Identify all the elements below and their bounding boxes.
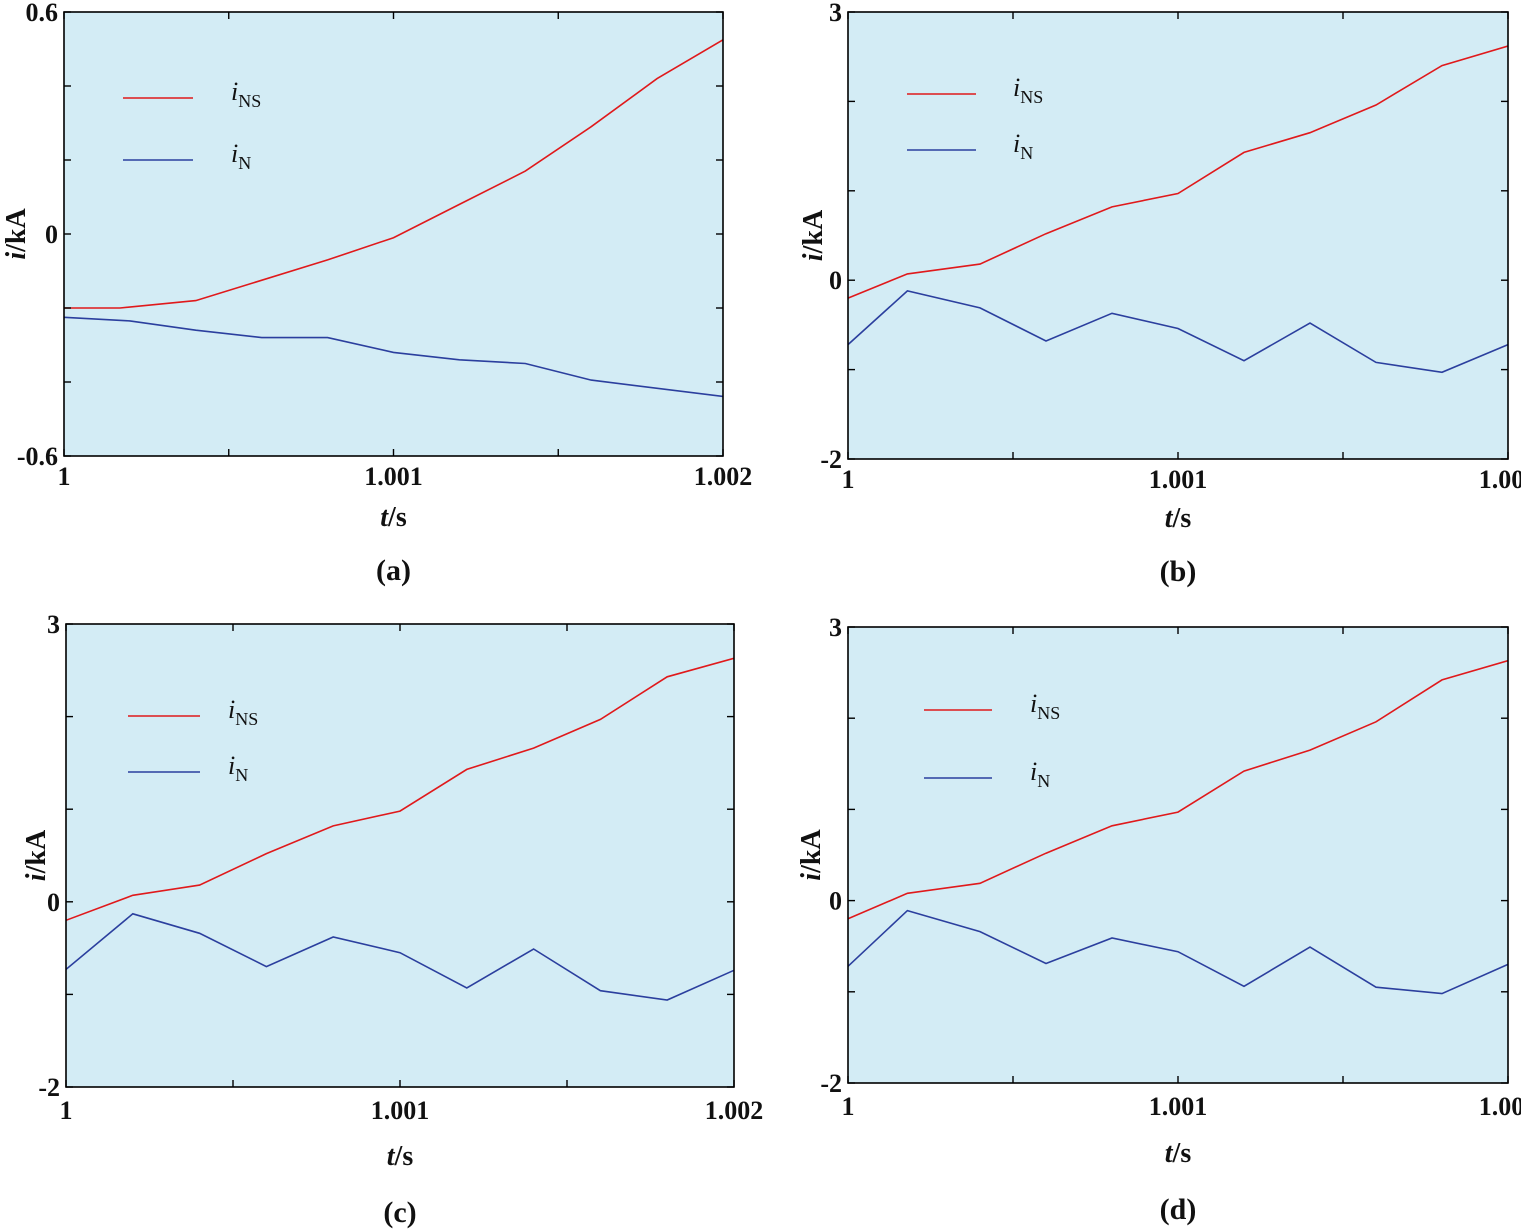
x-tick-label: 1.002 bbox=[694, 462, 753, 491]
y-tick-label: 3 bbox=[829, 0, 842, 27]
legend-label: iNS bbox=[228, 695, 258, 729]
series-line-in bbox=[848, 290, 1508, 374]
x-tick-label: 1 bbox=[60, 1096, 73, 1125]
x-tick-label: 1 bbox=[842, 1092, 855, 1121]
panel-c: 1 1.001 1.002 3 0 -2 t/s i/kA (c) iNS iN bbox=[21, 610, 763, 1229]
y-tick-label: 0 bbox=[829, 887, 842, 916]
legend-label: iN bbox=[228, 751, 248, 785]
legend: iNS iN bbox=[123, 77, 261, 173]
x-axis-title: t/s bbox=[387, 1141, 414, 1172]
panel-b: 1 1.001 1.002 3 0 -2 t/s i/kA (b) iNS iN bbox=[798, 0, 1521, 588]
x-tick-label: 1.002 bbox=[705, 1096, 764, 1125]
panel-label: (d) bbox=[1160, 1193, 1197, 1226]
y-tick-label: 3 bbox=[829, 613, 842, 642]
x-axis-title: t/s bbox=[1165, 1138, 1192, 1169]
y-axis-title: i/kA bbox=[798, 209, 829, 261]
y-axis-title: i/kA bbox=[796, 829, 827, 881]
x-tick-label: 1.001 bbox=[364, 462, 423, 491]
plot-area bbox=[66, 624, 734, 1087]
panel-label: (a) bbox=[376, 554, 411, 587]
y-tick-label: -2 bbox=[38, 1073, 60, 1102]
legend-label: iNS bbox=[1013, 73, 1043, 107]
panel-d: 1 1.001 1.002 3 0 -2 t/s i/kA (d) iNS iN bbox=[796, 613, 1521, 1226]
x-tick-label: 1.001 bbox=[371, 1096, 430, 1125]
x-tick-label: 1 bbox=[58, 462, 71, 491]
legend-label: iN bbox=[1030, 757, 1050, 791]
legend: iNS iN bbox=[128, 695, 258, 785]
y-tick-label: -2 bbox=[820, 1069, 842, 1098]
x-axis-title: t/s bbox=[380, 502, 407, 533]
legend-label: iNS bbox=[1030, 689, 1060, 723]
y-axis-title: i/kA bbox=[21, 829, 52, 881]
panel-label: (b) bbox=[1160, 555, 1197, 588]
series-line-in bbox=[848, 909, 1508, 995]
plot-area bbox=[64, 12, 723, 456]
legend-label: iNS bbox=[231, 77, 261, 111]
y-tick-label: -0.6 bbox=[17, 442, 58, 471]
series-line-in bbox=[66, 912, 734, 1001]
x-tick-label: 1.002 bbox=[1479, 1092, 1521, 1121]
x-tick-label: 1.002 bbox=[1479, 465, 1521, 494]
legend: iNS iN bbox=[924, 689, 1060, 791]
x-tick-label: 1 bbox=[842, 465, 855, 494]
x-tick-label: 1.001 bbox=[1149, 1092, 1208, 1121]
y-tick-label: 0 bbox=[829, 266, 842, 295]
series-line-ins bbox=[848, 659, 1508, 920]
x-tick-label: 1.001 bbox=[1149, 465, 1208, 494]
panel-a: 1 1.001 1.002 0.6 0 -0.6 t/s i/kA (a) iNS iN bbox=[1, 0, 752, 587]
series-line-ins bbox=[848, 45, 1508, 299]
y-tick-label: 0 bbox=[45, 220, 58, 249]
x-axis-title: t/s bbox=[1165, 503, 1192, 534]
series-line-ins bbox=[66, 657, 734, 922]
legend: iNS iN bbox=[907, 73, 1043, 163]
plot-area bbox=[848, 627, 1508, 1083]
panel-label: (c) bbox=[383, 1196, 416, 1229]
y-tick-label: 0.6 bbox=[26, 0, 59, 27]
series-line-in bbox=[64, 316, 723, 398]
y-tick-label: -2 bbox=[820, 445, 842, 474]
y-tick-label: 3 bbox=[47, 610, 60, 639]
y-axis-title: i/kA bbox=[1, 208, 32, 260]
y-tick-label: 0 bbox=[47, 888, 60, 917]
legend-label: iN bbox=[1013, 129, 1033, 163]
legend-label: iN bbox=[231, 139, 251, 173]
plot-area bbox=[848, 12, 1508, 459]
series-line-ins bbox=[64, 38, 723, 309]
